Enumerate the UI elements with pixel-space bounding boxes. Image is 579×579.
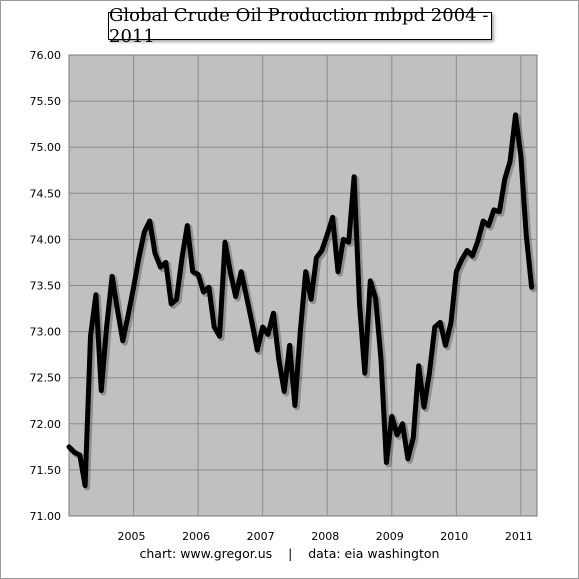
x-tick-label: 2010	[440, 530, 468, 543]
y-tick-label: 76.00	[30, 49, 62, 62]
x-tick-label: 2008	[311, 530, 339, 543]
y-tick-label: 72.00	[30, 418, 62, 431]
y-tick-label: 75.00	[30, 141, 62, 154]
footer-source: data: eia washington	[308, 546, 440, 561]
y-tick-label: 71.50	[30, 464, 62, 477]
axis-ticks: 71.00 71.50 72.00 72.50 73.00 73.50 74.00 74.50…	[30, 49, 533, 543]
y-tick-label: 73.50	[30, 280, 62, 293]
x-tick-label: 2005	[118, 530, 146, 543]
footer-credit: chart: www.gregor.us	[139, 546, 273, 561]
y-tick-label: 72.50	[30, 372, 62, 385]
series-layer	[66, 112, 537, 491]
y-tick-label: 75.50	[30, 95, 62, 108]
x-tick-label: 2006	[182, 530, 210, 543]
y-tick-label: 73.00	[30, 326, 62, 339]
y-tick-label: 74.50	[30, 187, 62, 200]
x-tick-label: 2011	[505, 530, 533, 543]
grid-lines	[69, 55, 537, 516]
chart-title: Global Crude Oil Production mbpd 2004 - …	[108, 5, 492, 47]
x-tick-label: 2007	[247, 530, 275, 543]
footer-separator: |	[288, 546, 293, 561]
series-line	[66, 112, 535, 489]
chart-footer: chart: www.gregor.us | data: eia washing…	[0, 546, 579, 561]
y-tick-label: 71.00	[30, 510, 62, 523]
y-tick-label: 74.00	[30, 233, 62, 246]
x-tick-label: 2009	[376, 530, 404, 543]
